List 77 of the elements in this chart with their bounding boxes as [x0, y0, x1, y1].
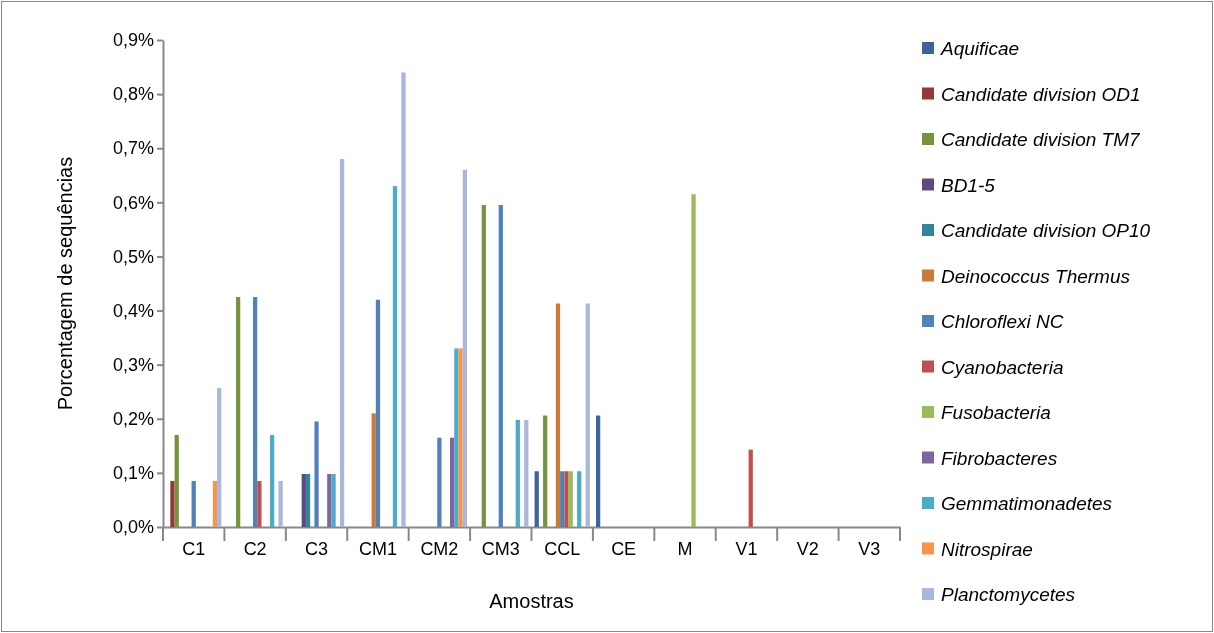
bar — [392, 186, 398, 527]
x-axis-title: Amostras — [489, 590, 574, 612]
bar — [564, 471, 569, 527]
bar — [585, 303, 590, 527]
bar — [371, 413, 376, 527]
bar — [235, 297, 241, 527]
bar — [560, 471, 565, 527]
legend-label: Candidate division OP10 — [941, 220, 1151, 241]
bar — [191, 481, 196, 527]
x-tick-label: C2 — [243, 539, 267, 560]
bar — [450, 437, 455, 527]
legend-label: Aquificae — [940, 38, 1020, 59]
legend-label: Fusobacteria — [941, 402, 1051, 423]
bar — [515, 419, 520, 527]
x-tick-label: CE — [611, 539, 637, 560]
bar — [212, 481, 218, 527]
legend-label: Candidate division TM7 — [941, 129, 1141, 150]
bar — [339, 159, 345, 527]
legend-label: Planctomycetes — [941, 584, 1076, 605]
x-tick-label: CCL — [544, 539, 581, 560]
bar — [534, 471, 539, 527]
legend-label: BD1-5 — [941, 174, 996, 196]
y-tick-label: 0,8% — [112, 84, 154, 105]
y-tick-label: 0,3% — [112, 354, 154, 375]
bar — [301, 473, 306, 527]
x-tick-label: CM3 — [481, 539, 520, 560]
x-tick-label: C1 — [182, 539, 206, 560]
y-tick-label: 0,6% — [112, 192, 154, 213]
legend-label: Deinococcus Thermus — [941, 265, 1131, 287]
bar — [691, 194, 696, 527]
bar — [305, 473, 311, 527]
legend-label: Candidate division OD1 — [941, 83, 1141, 105]
bar — [314, 421, 319, 527]
bar — [595, 415, 601, 527]
bar — [270, 435, 275, 527]
bar — [401, 72, 406, 527]
y-tick-label: 0,9% — [112, 30, 154, 51]
legend-label: Fibrobacteres — [941, 447, 1058, 469]
x-tick-label: V3 — [858, 539, 881, 560]
y-tick-label: 0,1% — [112, 463, 154, 484]
bar — [555, 303, 561, 527]
bar — [748, 449, 753, 527]
y-tick-label: 0,0% — [112, 517, 154, 538]
x-tick-label: V1 — [735, 539, 758, 560]
x-tick-label: CM1 — [358, 539, 397, 560]
bar — [217, 387, 222, 527]
bar — [327, 473, 332, 527]
bar — [331, 473, 336, 527]
bar — [454, 348, 459, 527]
bar — [524, 419, 529, 527]
bar — [577, 471, 582, 527]
bar — [170, 481, 175, 527]
bar — [458, 348, 463, 527]
bar — [543, 415, 548, 527]
bar — [253, 297, 258, 527]
bar — [174, 435, 179, 527]
y-tick-label: 0,5% — [112, 246, 154, 267]
x-tick-label: CM2 — [420, 539, 459, 560]
x-tick-label: M — [677, 539, 693, 560]
y-tick-label: 0,2% — [112, 409, 154, 430]
legend-label: Cyanobacteria — [941, 356, 1064, 378]
x-tick-label: V2 — [796, 539, 819, 560]
bar — [481, 205, 486, 527]
bar — [568, 471, 573, 527]
x-tick-label: C3 — [305, 539, 329, 560]
y-tick-label: 0,7% — [112, 138, 154, 159]
bar — [462, 169, 468, 527]
bar — [278, 481, 283, 527]
bar — [437, 437, 442, 527]
legend-label: Gemmatimonadetes — [941, 493, 1113, 514]
bar — [498, 205, 503, 527]
y-axis-title: Porcentagem de sequências — [54, 156, 76, 411]
y-tick-label: 0,4% — [112, 300, 154, 321]
bar — [375, 299, 381, 527]
legend-label: Chloroflexi NC — [941, 311, 1064, 332]
legend-label: Nitrospirae — [941, 538, 1033, 560]
bar — [257, 481, 262, 527]
